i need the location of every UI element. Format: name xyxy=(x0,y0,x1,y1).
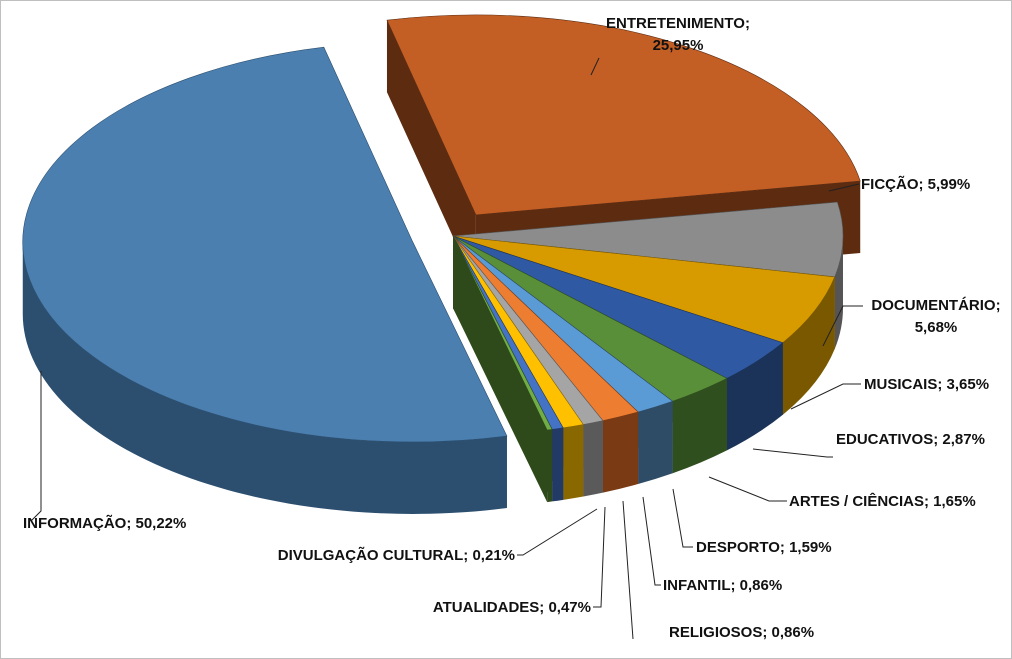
slice-side-divulgacao-cultural xyxy=(547,429,553,503)
leader-line-infantil xyxy=(642,496,661,586)
leader-line-musicais xyxy=(790,383,861,410)
slice-side-infantil xyxy=(583,420,603,497)
slice-informacao xyxy=(22,46,508,443)
label-infantil: INFANTIL; 0,86% xyxy=(663,577,782,594)
leader-line-divulgacao xyxy=(517,508,598,556)
slice-side-musicais xyxy=(726,342,783,451)
data-labels: ENTRETENIMENTO; 25,95% FICÇÃO; 5,99% DOC… xyxy=(23,15,1001,641)
slice-side-atualidades xyxy=(552,427,564,502)
leader-lines xyxy=(30,57,863,640)
slice-entretenimento xyxy=(386,14,861,216)
label-atualidades: ATUALIDADES; 0,47% xyxy=(433,599,591,616)
slice-wall-divulgacao-cultural-1 xyxy=(453,236,548,503)
slice-side-ficcao xyxy=(834,236,843,349)
leader-line-informacao xyxy=(30,371,42,522)
slice-side-religiosos xyxy=(563,424,584,500)
leader-line-desporto xyxy=(672,488,693,548)
leader-line-educativos xyxy=(752,448,833,458)
leader-line-atualidades xyxy=(593,506,606,608)
slice-wall-entretenimento-0 xyxy=(386,20,476,287)
slice-divulgacao-cultural xyxy=(452,235,553,431)
label-artes-ciencias: ARTES / CIÊNCIAS; 1,65% xyxy=(789,492,976,510)
leader-line-documentario xyxy=(822,305,863,347)
leader-line-entretenimento xyxy=(590,57,600,76)
label-documentario-line2: 5,68% xyxy=(915,319,958,336)
label-entretenimento-line1: ENTRETENIMENTO; xyxy=(606,15,750,32)
slice-side-informacao xyxy=(22,241,507,514)
slice-ficcao xyxy=(452,201,844,278)
slice-side-educativos xyxy=(672,378,727,474)
label-desporto: DESPORTO; 1,59% xyxy=(696,539,832,556)
label-documentario-line1: DOCUMENTÁRIO; xyxy=(871,297,1000,314)
slice-documentario xyxy=(452,235,836,344)
label-divulgacao-cultural: DIVULGAÇÃO CULTURAL; 0,21% xyxy=(278,546,515,564)
label-religiosos: RELIGIOSOS; 0,86% xyxy=(669,624,814,641)
label-informacao: INFORMAÇÃO; 50,22% xyxy=(23,514,186,532)
label-ficcao: FICÇÃO; 5,99% xyxy=(861,175,970,193)
slice-tops xyxy=(22,14,861,443)
leader-line-artes xyxy=(708,476,787,502)
leader-line-religiosos xyxy=(622,500,634,640)
label-entretenimento-line2: 25,95% xyxy=(653,37,704,54)
slice-side-documentario xyxy=(782,276,835,415)
slice-side-artes-ciencias xyxy=(638,401,673,485)
leader-line-ficcao xyxy=(828,183,860,192)
label-educativos: EDUCATIVOS; 2,87% xyxy=(836,431,985,448)
label-musicais: MUSICAIS; 3,65% xyxy=(864,376,989,393)
slice-side-desporto xyxy=(602,412,639,493)
